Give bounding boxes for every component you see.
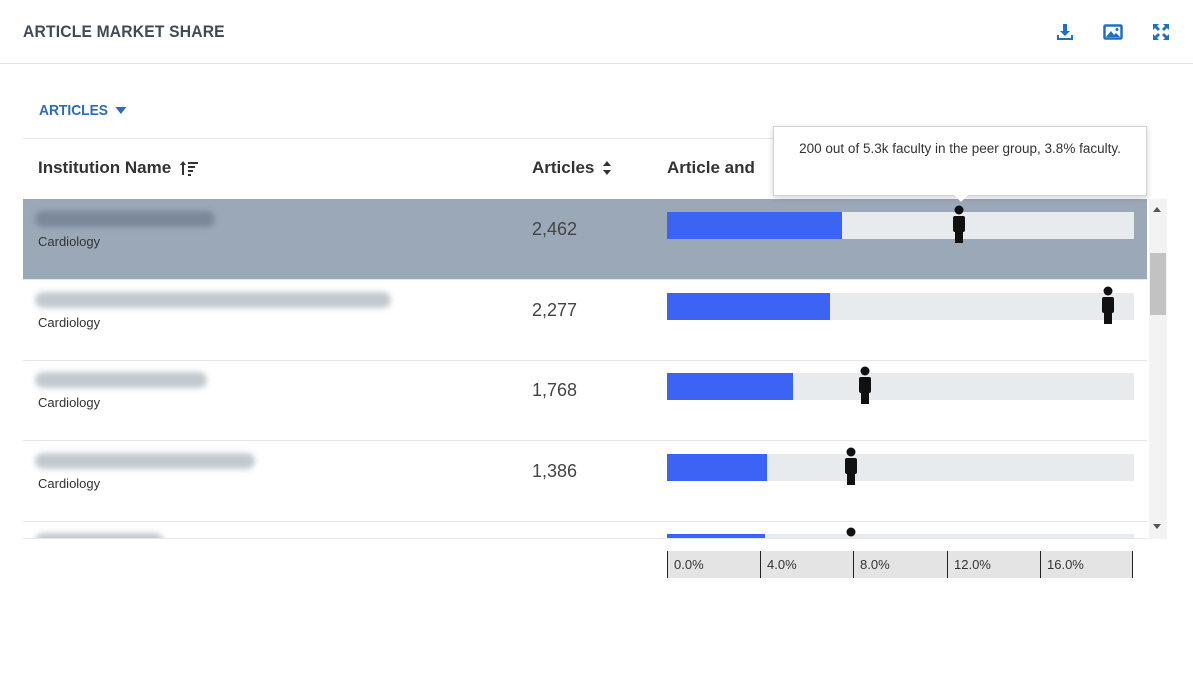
institution-name-redacted xyxy=(35,533,163,538)
table-row[interactable]: Cardiology 1,768 xyxy=(23,360,1147,441)
faculty-marker-icon[interactable] xyxy=(843,447,859,485)
sort-ascending-icon[interactable] xyxy=(179,159,199,177)
department-label: Cardiology xyxy=(38,475,101,491)
axis-tick xyxy=(667,551,668,578)
table-row[interactable]: Cardiology xyxy=(23,521,1147,538)
faculty-marker-icon[interactable] xyxy=(843,527,859,538)
axis-tick-label: 8.0% xyxy=(860,557,890,572)
table-divider xyxy=(23,138,1147,139)
scroll-down-arrow-icon[interactable] xyxy=(1153,524,1161,529)
caret-down-icon xyxy=(115,107,127,114)
table-row[interactable]: Cardiology 2,462 xyxy=(23,199,1147,280)
table-row[interactable]: Cardiology 2,277 xyxy=(23,280,1147,361)
faculty-tooltip: 200 out of 5.3k faculty in the peer grou… xyxy=(773,126,1147,196)
axis-tick-label: 12.0% xyxy=(954,557,991,572)
article-share-bar[interactable] xyxy=(667,212,842,239)
share-axis: 0.0% 4.0% 8.0% 12.0% 16.0% xyxy=(667,551,1133,578)
share-bar-track xyxy=(667,453,1134,481)
metric-dropdown-label: ARTICLES xyxy=(39,102,108,119)
panel-header: ARTICLE MARKET SHARE xyxy=(0,0,1193,64)
image-icon[interactable] xyxy=(1103,22,1123,42)
table-scrollbar[interactable] xyxy=(1149,199,1167,539)
institution-name-redacted xyxy=(35,211,215,227)
faculty-marker-icon[interactable] xyxy=(1100,286,1116,324)
article-share-bar[interactable] xyxy=(667,453,767,481)
articles-count: 2,462 xyxy=(532,219,578,239)
column-header-articles-label: Articles xyxy=(532,158,595,177)
download-icon[interactable] xyxy=(1055,22,1075,42)
articles-count: 2,277 xyxy=(532,299,578,320)
axis-tick-label: 4.0% xyxy=(767,557,797,572)
articles-count: 1,768 xyxy=(532,380,578,400)
share-bar-track xyxy=(667,212,1134,239)
institution-name-redacted xyxy=(35,452,255,469)
table-row[interactable]: Cardiology 1,386 xyxy=(23,441,1147,522)
metric-dropdown[interactable]: ARTICLES xyxy=(39,102,127,119)
scroll-up-arrow-icon[interactable] xyxy=(1153,207,1161,212)
faculty-marker-icon[interactable] xyxy=(951,205,967,243)
column-header-share-label: Article and xyxy=(667,158,755,177)
articles-count: 1,386 xyxy=(532,460,578,481)
column-header-institution-label: Institution Name xyxy=(38,158,172,177)
article-share-bar[interactable] xyxy=(667,534,765,538)
axis-tick-label: 16.0% xyxy=(1047,557,1084,572)
axis-tick-end xyxy=(1132,551,1133,578)
sort-toggle-icon[interactable] xyxy=(602,160,612,176)
axis-tick xyxy=(853,551,854,578)
article-share-bar[interactable] xyxy=(667,373,793,400)
column-header-institution[interactable]: Institution Name xyxy=(38,158,199,178)
share-bar-track xyxy=(667,292,1134,320)
share-bar-track xyxy=(667,534,1134,538)
column-header-articles[interactable]: Articles xyxy=(532,158,612,178)
department-label: Cardiology xyxy=(38,314,101,330)
department-label: Cardiology xyxy=(38,395,101,410)
faculty-marker-icon[interactable] xyxy=(857,366,873,404)
column-header-share[interactable]: Article and xyxy=(667,158,755,178)
tooltip-arrow xyxy=(954,195,968,202)
institution-name-redacted xyxy=(35,372,207,388)
axis-tick xyxy=(760,551,761,578)
axis-tick-label: 0.0% xyxy=(674,557,704,572)
institution-name-redacted xyxy=(35,291,391,308)
share-bar-track xyxy=(667,373,1134,400)
faculty-tooltip-text: 200 out of 5.3k faculty in the peer grou… xyxy=(799,141,1121,156)
expand-icon[interactable] xyxy=(1151,22,1171,42)
department-label: Cardiology xyxy=(38,234,101,249)
panel-title: ARTICLE MARKET SHARE xyxy=(23,22,225,41)
axis-tick xyxy=(947,551,948,578)
article-share-bar[interactable] xyxy=(667,292,830,320)
scrollbar-thumb[interactable] xyxy=(1150,253,1166,315)
institution-table: Cardiology 2,462 Cardiology 2,277 Cardiology… xyxy=(23,199,1147,539)
axis-tick xyxy=(1040,551,1041,578)
